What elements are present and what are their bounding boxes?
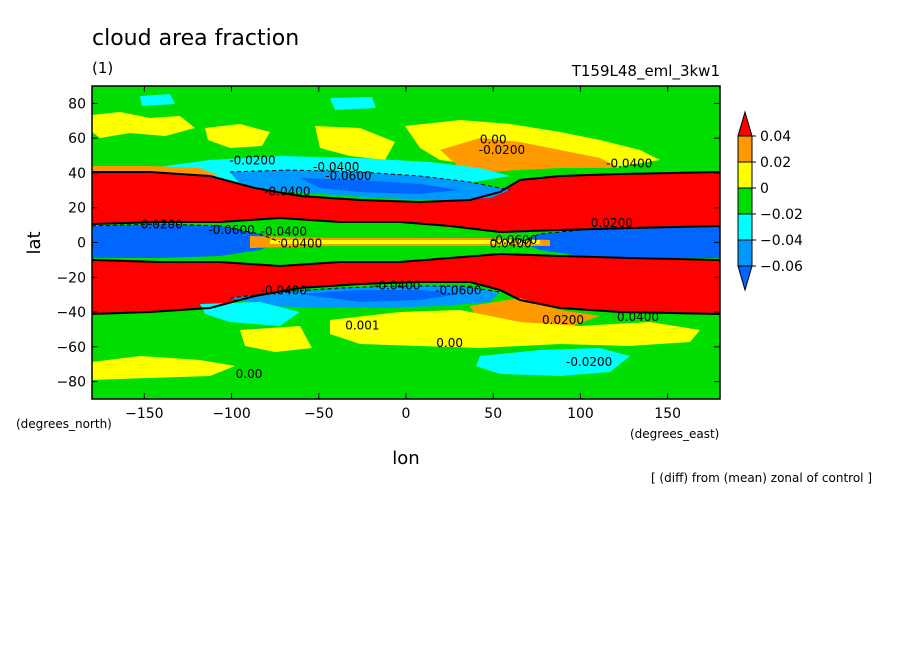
y-tick-label: 80 [68, 96, 86, 112]
x-tick-label: −150 [125, 406, 163, 422]
contour-label: -0.0600 [435, 284, 481, 298]
south-positive-patch-3 [92, 356, 235, 380]
contour-label: 0.0400 [617, 310, 659, 324]
contour-plot-area: 0.00-0.0200-0.0400-0.0200 -0.0400-0.0600-… [92, 86, 720, 399]
negative-contour-lines [92, 169, 720, 299]
diff-note: [ (diff) from (mean) zonal of control ] [651, 471, 872, 485]
y-tick-label: 0 [77, 236, 86, 252]
colorbar-bottom-arrow [737, 265, 753, 292]
equatorial-positive-line [270, 240, 540, 244]
north-negative-patch-2 [140, 94, 175, 106]
north-positive-patch-2 [205, 124, 270, 148]
contour-label: -0.0400 [313, 160, 359, 174]
contour-label: 0.00 [236, 367, 263, 381]
contour-label: 0.0400 [490, 237, 532, 251]
north-positive-patch [92, 112, 195, 138]
contour-label: 0.0400 [280, 237, 322, 251]
contour-label: -0.0600 [491, 233, 537, 247]
contour-label: 0.00 [480, 132, 507, 146]
north-red-edge [92, 166, 220, 176]
contour-label: -0.0400 [261, 225, 307, 239]
x-tick-label: 100 [567, 406, 594, 422]
south-negative-patch-2 [476, 348, 630, 376]
contour-label: 0.0200 [591, 216, 633, 230]
chart-subtitle: (1) [92, 59, 113, 77]
x-units-label: (degrees_east) [630, 427, 719, 441]
north-positive-mid [440, 138, 620, 172]
north-negative-patch [330, 97, 376, 110]
y-tick-label: −80 [56, 375, 86, 391]
contour-label: -0.0400 [261, 284, 307, 298]
north-negative-core [300, 178, 460, 194]
y-tick-label: 60 [68, 131, 86, 147]
contour-label: -0.0600 [325, 169, 371, 183]
y-tick-label: −60 [56, 340, 86, 356]
x-tick-label: 150 [654, 406, 681, 422]
colorbar-label: −0.04 [760, 233, 803, 249]
contour-label: 0.0200 [141, 218, 183, 232]
x-tick-label: −50 [304, 406, 334, 422]
south-positive-patch-2 [240, 326, 312, 352]
y-axis-label: lat [24, 231, 45, 254]
x-tick-label: 0 [402, 406, 411, 422]
equatorial-negative-west [92, 224, 280, 258]
contour-label: -0.0200 [566, 355, 612, 369]
x-tick-label: −100 [212, 406, 250, 422]
colorbar-label: −0.02 [760, 207, 803, 223]
south-negative-core [300, 290, 460, 302]
contour-label: 0.001 [345, 318, 379, 332]
y-axis-ticks: −80 −60 −40 −20 0 20 40 60 80 [56, 96, 720, 391]
contour-label: 0.0200 [542, 313, 584, 327]
contour-label: 0.00 [436, 336, 463, 350]
contour-label: -0.0600 [208, 223, 254, 237]
colorbar-label: −0.06 [760, 259, 803, 275]
contour-labels: 0.00-0.0200-0.0400-0.0200 -0.0400-0.0600-… [141, 132, 659, 381]
x-tick-label: 50 [484, 406, 502, 422]
contour-label: -0.0200 [479, 143, 525, 157]
contour-label: -0.0400 [264, 185, 310, 199]
y-tick-label: 20 [68, 201, 86, 217]
contour-label: -0.0400 [374, 278, 420, 292]
south-positive-patch [330, 310, 700, 348]
colorbar-label: 0.02 [760, 155, 791, 171]
y-units-label: (degrees_north) [16, 417, 112, 431]
run-label: T159L48_eml_3kw1 [571, 62, 720, 81]
colorbar: 0.04 0.02 0 −0.02 −0.04 −0.06 [737, 110, 803, 292]
north-positive-patch-3 [315, 126, 395, 160]
y-tick-label: 40 [68, 166, 86, 182]
contour-lines [92, 171, 720, 315]
colorbar-segment [737, 161, 753, 189]
south-red-band [92, 254, 720, 314]
equatorial-negative-east [520, 226, 720, 258]
chart-title: cloud area fraction [92, 26, 299, 51]
colorbar-segment [737, 213, 753, 241]
contour-label: -0.0200 [229, 153, 275, 167]
colorbar-label: 0 [760, 181, 769, 197]
colorbar-top-arrow [737, 110, 753, 137]
colorbar-segment [737, 187, 753, 215]
x-axis-label: lon [392, 448, 419, 469]
x-axis-ticks: −150 −100 −50 0 50 100 150 [125, 86, 681, 422]
y-tick-label: −20 [56, 270, 86, 286]
colorbar-segment [737, 135, 753, 163]
y-tick-label: −40 [56, 305, 86, 321]
contour-label: -0.0400 [606, 157, 652, 171]
south-negative-patch [200, 302, 300, 326]
colorbar-label: 0.04 [760, 129, 791, 145]
colorbar-segment [737, 239, 753, 267]
